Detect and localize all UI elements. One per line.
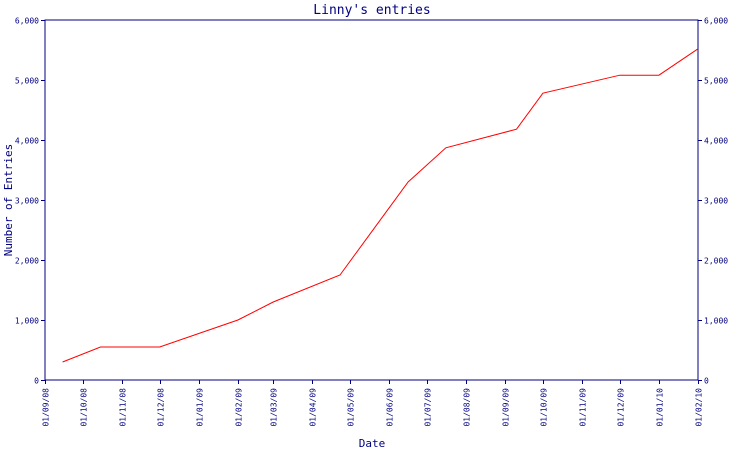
x-tick-label: 01/05/09 — [347, 388, 356, 427]
x-tick-label: 01/02/09 — [235, 388, 244, 427]
y-tick-label-right: 6,000 — [704, 17, 728, 26]
x-tick-label: 01/08/09 — [463, 388, 472, 427]
y-tick-label-right: 5,000 — [704, 77, 728, 86]
y-axis-label: Number of Entries — [2, 144, 15, 257]
chart-title: Linny's entries — [313, 3, 430, 18]
x-tick-label: 01/09/09 — [502, 388, 511, 427]
x-tick-label: 01/12/09 — [617, 388, 626, 427]
y-ticks-group: 0 0 1,000 1,000 2,000 2,000 3,000 3,000 4,000 4,0… — [15, 17, 728, 386]
x-ticks-group: 01/09/08 01/10/08 01/11/08 01/12/08 01/01/09… — [42, 380, 704, 427]
x-tick-label: 01/11/09 — [579, 388, 588, 427]
x-tick-label: 01/12/08 — [157, 388, 166, 427]
x-tick-label: 01/01/09 — [196, 388, 205, 427]
y-tick-label-left: 0 — [34, 377, 39, 386]
y-tick-label-left: 2,000 — [15, 257, 39, 266]
x-tick-label: 01/01/10 — [656, 388, 665, 427]
x-tick-label: 01/10/09 — [540, 388, 549, 427]
y-tick-label-right: 3,000 — [704, 197, 728, 206]
plot-frame — [44, 19, 699, 381]
x-tick-label: 01/07/09 — [424, 388, 433, 427]
y-tick-label-right: 0 — [704, 377, 709, 386]
y-tick-label-left: 4,000 — [15, 137, 39, 146]
x-tick-label: 01/04/09 — [309, 388, 318, 427]
x-tick-label: 01/10/08 — [80, 388, 89, 427]
x-axis-label: Date — [359, 437, 386, 450]
y-tick-label-right: 2,000 — [704, 257, 728, 266]
y-tick-label-left: 5,000 — [15, 77, 39, 86]
x-tick-label: 01/02/10 — [695, 388, 704, 427]
y-tick-label-right: 4,000 — [704, 137, 728, 146]
series-line — [62, 48, 699, 363]
y-tick-label-right: 1,000 — [704, 317, 728, 326]
y-tick-label-left: 3,000 — [15, 197, 39, 206]
x-tick-label: 01/09/08 — [42, 388, 51, 427]
axes-group — [44, 19, 699, 381]
x-tick-label: 01/03/09 — [270, 388, 279, 427]
y-tick-label-left: 1,000 — [15, 317, 39, 326]
series-group — [62, 48, 699, 363]
y-tick-label-left: 6,000 — [15, 17, 39, 26]
x-tick-label: 01/06/09 — [386, 388, 395, 427]
x-tick-label: 01/11/08 — [119, 388, 128, 427]
